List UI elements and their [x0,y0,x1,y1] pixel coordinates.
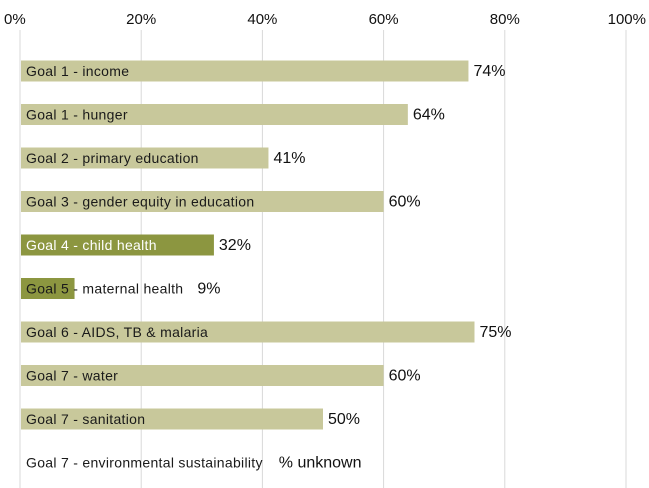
value-label: 75% [480,324,512,341]
value-label: 41% [273,150,305,167]
bar [21,278,75,299]
category-label: Goal 7 - sanitation [26,411,145,427]
x-tick-label: 60% [369,11,399,28]
bars: Goal 1 - income 74% Goal 1 - hunger 64% Goal… [21,60,512,472]
value-label: 74% [473,63,505,80]
category-label: Goal 3 - gender equity in education [26,194,254,210]
value-label: 64% [413,107,445,124]
x-tick-label: 80% [490,11,520,28]
value-label: 50% [328,411,360,428]
x-tick-label: 0% [4,11,26,28]
category-label: Goal 2 - primary education [26,150,199,166]
category-label: Goal 1 - income [26,63,129,79]
category-label: Goal 5 - maternal health [26,281,183,297]
bar [21,104,408,125]
value-label: 9% [197,281,220,298]
bar [21,408,323,430]
category-label: Goal 1 - hunger [26,107,128,123]
x-tick-label: 20% [126,11,156,28]
value-label: 32% [219,237,251,254]
category-label: Goal 7 - water [26,368,118,384]
category-label: Goal 7 - environmental sustainability [26,455,263,471]
value-label: % unknown [279,455,362,472]
bar [21,365,384,386]
bar [21,147,269,169]
bar [21,234,214,256]
bar [21,60,469,82]
category-label: Goal 4 - child health [26,237,157,253]
bar [21,321,475,343]
category-label: Goal 6 - AIDS, TB & malaria [26,324,208,340]
x-tick-label: 100% [608,11,646,28]
value-label: 60% [389,194,421,211]
bar [21,191,384,212]
x-axis-ticks: 0% 20% 40% 60% 80% 100% [4,11,646,28]
x-tick-label: 40% [247,11,277,28]
value-label: 60% [389,368,421,385]
